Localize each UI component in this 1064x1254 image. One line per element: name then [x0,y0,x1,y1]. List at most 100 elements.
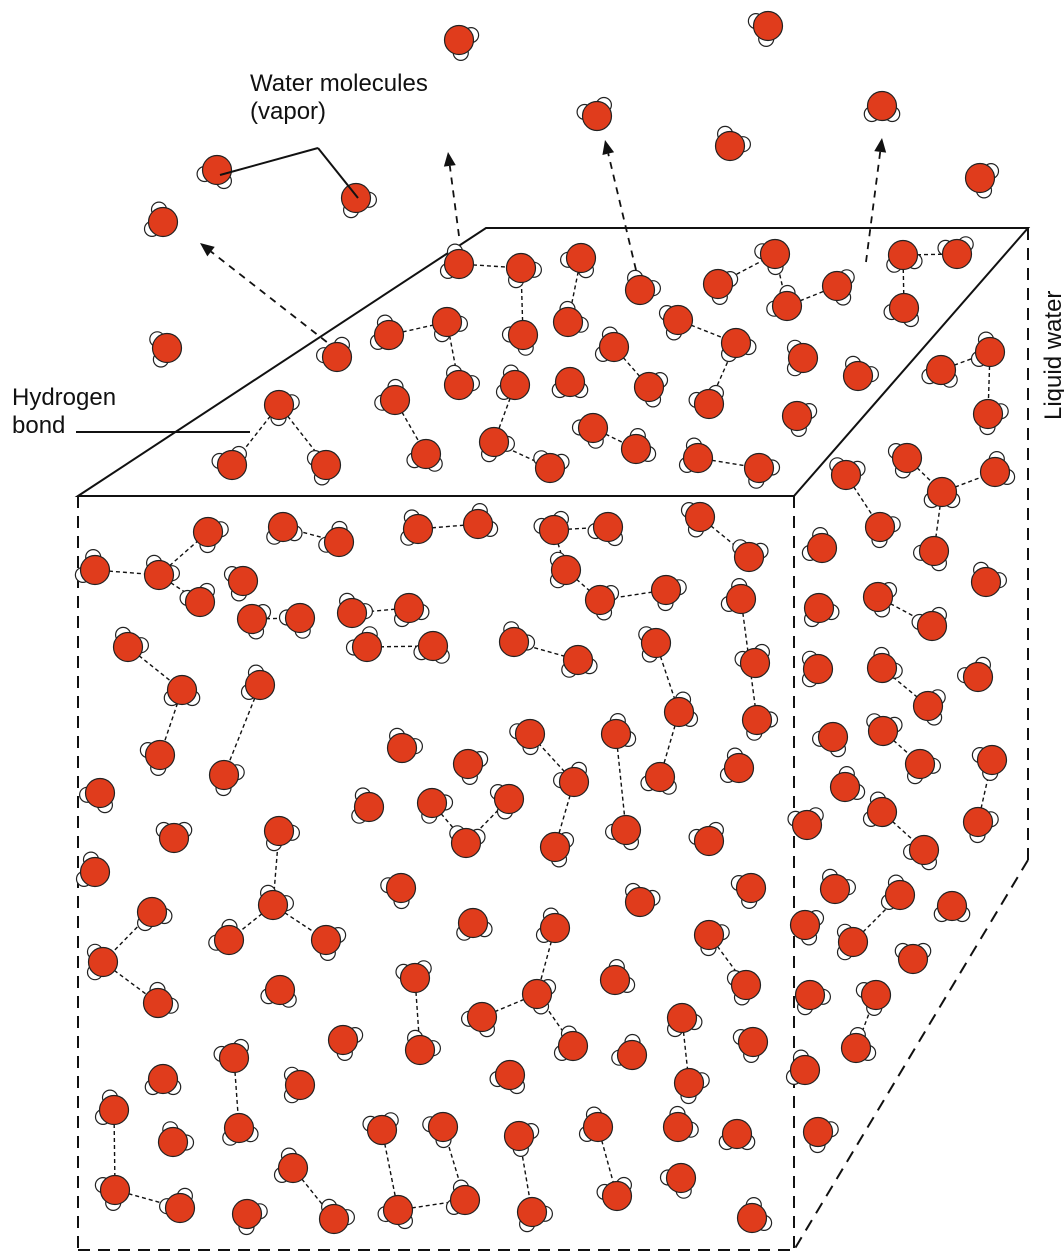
water-molecule [136,896,173,932]
water-molecule [345,626,383,663]
vapor-label-line1: Water molecules [250,70,428,97]
water-molecule [829,765,866,803]
hydrogen-bonds [94,253,996,1220]
water-molecule [351,787,385,824]
water-molecule [741,704,779,741]
water-molecule [498,621,536,658]
oxygen-atom [918,535,950,567]
water-molecule [539,831,575,868]
water-molecule [509,718,546,756]
oxygen-atom [736,1202,768,1234]
oxygen-atom [925,354,957,386]
oxygen-atom [382,1194,414,1226]
water-molecule [921,354,958,388]
oxygen-atom [976,744,1008,776]
vapor-label-line2: (vapor) [250,98,327,125]
oxygen-atom [936,890,968,922]
water-molecule [743,452,781,489]
water-molecule [726,969,762,1006]
oxygen-atom [592,511,624,543]
oxygen-atom [821,270,853,302]
oxygen-atom [99,1174,131,1206]
water-molecule [386,727,423,764]
water-molecule [439,243,475,280]
oxygen-atom [79,856,111,888]
water-molecule [231,1198,268,1236]
water-molecule [461,1001,498,1038]
water-molecule [902,834,940,871]
oxygen-atom [340,182,372,214]
oxygen-atom [737,1026,769,1058]
oxygen-atom [787,342,819,374]
oxygen-atom [505,252,537,284]
water-molecule [781,400,818,437]
water-molecule [821,269,855,306]
oxygen-atom [216,449,248,481]
oxygen-atom [218,1042,250,1074]
oxygen-atom [143,559,175,591]
water-molecule [801,526,838,564]
water-molecule [600,712,637,750]
water-molecule [802,1116,839,1154]
water-molecule [964,162,1000,199]
water-molecule [811,721,849,758]
water-molecule [864,511,901,549]
water-molecule [819,868,857,905]
oxygen-atom [366,1114,398,1146]
water-molecule [956,656,994,693]
water-molecule [208,759,245,797]
water-molecule [112,626,149,663]
oxygen-atom [616,1039,648,1071]
hydrogen-bond-line [223,684,261,776]
oxygen-atom [534,452,566,484]
oxygen-atom [867,715,899,747]
vapor-leader-b [317,147,359,199]
oxygen-atom [552,306,584,338]
hydrogen-bond-label: Hydrogen bond [12,384,116,440]
water-molecule [688,384,725,420]
oxygen-atom [673,1067,705,1099]
oxygen-atom [864,511,896,543]
water-molecule [979,451,1016,488]
water-molecule [720,577,757,615]
oxygen-atom [539,831,571,863]
oxygen-atom [192,516,224,548]
oxygen-atom [462,508,494,540]
oxygen-atom [402,513,434,545]
water-molecule [236,603,272,640]
oxygen-atom [310,449,342,481]
water-molecule [587,511,624,547]
water-molecule [159,1187,196,1224]
oxygen-atom [257,889,289,921]
water-molecule [431,306,468,343]
water-molecule [624,269,662,306]
water-molecule [551,366,589,399]
oxygen-atom [644,761,676,793]
oxygen-atom [972,398,1004,430]
oxygen-atom [720,327,752,359]
water-molecule [866,713,903,747]
water-molecule [803,592,840,628]
oxygen-atom [693,919,725,951]
oxygen-atom [450,827,482,859]
oxygen-atom [144,739,176,771]
oxygen-atom [310,924,342,956]
water-molecule [553,1025,589,1062]
oxygen-atom [974,336,1006,368]
water-molecule [693,919,730,957]
water-molecule [211,445,248,481]
water-molecule [74,548,111,586]
oxygen-atom [499,369,531,401]
water-molecules [74,10,1016,1236]
water-molecule [912,535,950,572]
water-molecule [86,943,119,981]
oxygen-atom [610,814,642,846]
water-molecule [443,364,480,401]
water-molecule [489,1059,526,1095]
evaporation-arrow [200,243,338,351]
liquid-water-label: Liquid water [1040,290,1064,420]
oxygen-atom [516,1196,548,1228]
water-molecule [393,592,430,628]
evaporation-arrow [865,138,887,263]
water-molecule [143,201,179,238]
